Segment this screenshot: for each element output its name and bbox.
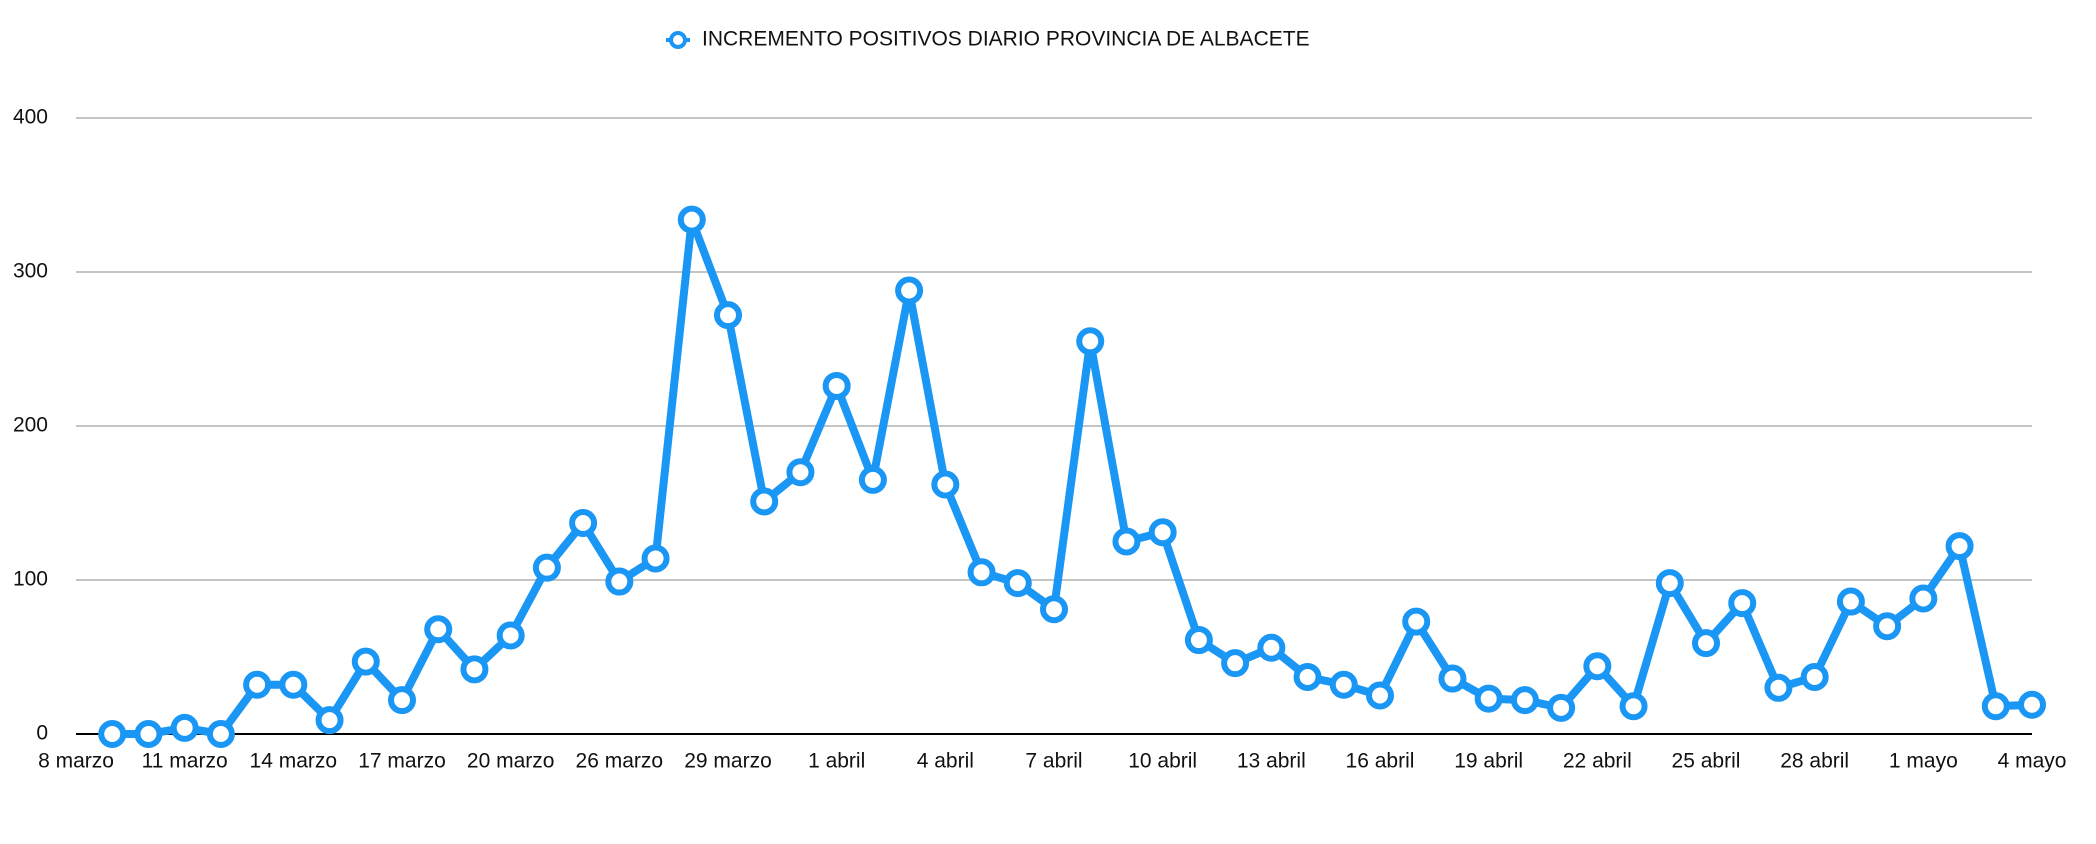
data-point [786,458,815,487]
data-point [1112,527,1141,556]
data-point [1329,670,1358,699]
x-tick-label: 4 mayo [1998,750,2067,773]
data-point [677,205,706,234]
data-point [1438,664,1467,693]
data-point [1184,626,1213,655]
y-tick-label: 100 [13,568,48,591]
data-point [424,615,453,644]
data-point [1257,633,1286,662]
data-point [243,670,272,699]
data-point [206,720,235,748]
data-point [1655,569,1684,598]
data-point [1510,686,1539,715]
data-point [1945,532,1974,561]
series-line [112,215,2033,738]
data-point [1148,518,1177,547]
data-point [351,647,380,676]
data-point [750,487,779,516]
data-point [388,686,416,715]
data-point [1692,629,1720,658]
data-point [279,670,308,699]
data-point [1040,595,1068,624]
data-point [1836,587,1865,616]
legend-label: INCREMENTO POSITIVOS DIARIO PROVINCIA DE… [702,28,1310,51]
data-point [532,553,561,582]
data-point [1402,607,1431,636]
data-point [170,713,199,742]
data-point [714,301,742,330]
data-point [1873,612,1902,641]
data-point [1366,681,1394,710]
data-point [134,720,163,748]
data-point [496,621,525,650]
data-point [1076,327,1105,356]
data-point [1293,663,1322,692]
legend-marker [669,31,687,49]
data-point [1909,584,1938,613]
data-point [605,567,634,596]
x-tick-label: 4 abril [917,750,974,773]
data-point [931,470,960,499]
data-point [98,720,127,748]
x-tick-label: 22 abril [1563,750,1632,773]
y-tick-label: 400 [13,106,48,129]
x-tick-label: 11 marzo [142,750,228,773]
data-point [1800,663,1829,692]
data-point [822,371,851,400]
x-tick-label: 14 marzo [250,750,338,773]
x-tick-label: 29 marzo [684,750,772,773]
x-tick-label: 17 marzo [358,750,446,773]
x-tick-label: 19 abril [1454,750,1523,773]
x-tick-label: 1 mayo [1889,750,1958,773]
x-tick-label: 26 marzo [576,750,664,773]
data-point [569,509,598,538]
data-point [1583,652,1612,681]
y-tick-label: 200 [13,414,48,437]
data-point [895,276,924,305]
data-point [1547,693,1576,722]
y-tick-label: 300 [13,260,48,283]
data-point [1003,569,1032,598]
x-tick-label: 28 abril [1780,750,1849,773]
x-tick-label: 7 abril [1025,750,1082,773]
x-tick-label: 16 abril [1346,750,1415,773]
data-point [1221,649,1250,678]
data-point [1981,692,2010,721]
data-point [460,655,489,684]
data-point [1764,673,1793,702]
x-tick-label: 20 marzo [467,750,555,773]
data-point [2018,690,2046,719]
x-tick-label: 25 abril [1672,750,1741,773]
x-tick-label: 1 abril [808,750,865,773]
data-point [1728,589,1757,618]
data-point [858,465,887,494]
data-point [967,558,996,587]
data-point [315,706,344,735]
x-tick-label: 13 abril [1237,750,1306,773]
data-point [1474,684,1503,713]
data-point [641,544,670,573]
y-tick-label: 0 [36,722,48,745]
data-point [1619,692,1648,721]
x-tick-label: 10 abril [1128,750,1197,773]
x-tick-label: 8 marzo [38,750,114,773]
